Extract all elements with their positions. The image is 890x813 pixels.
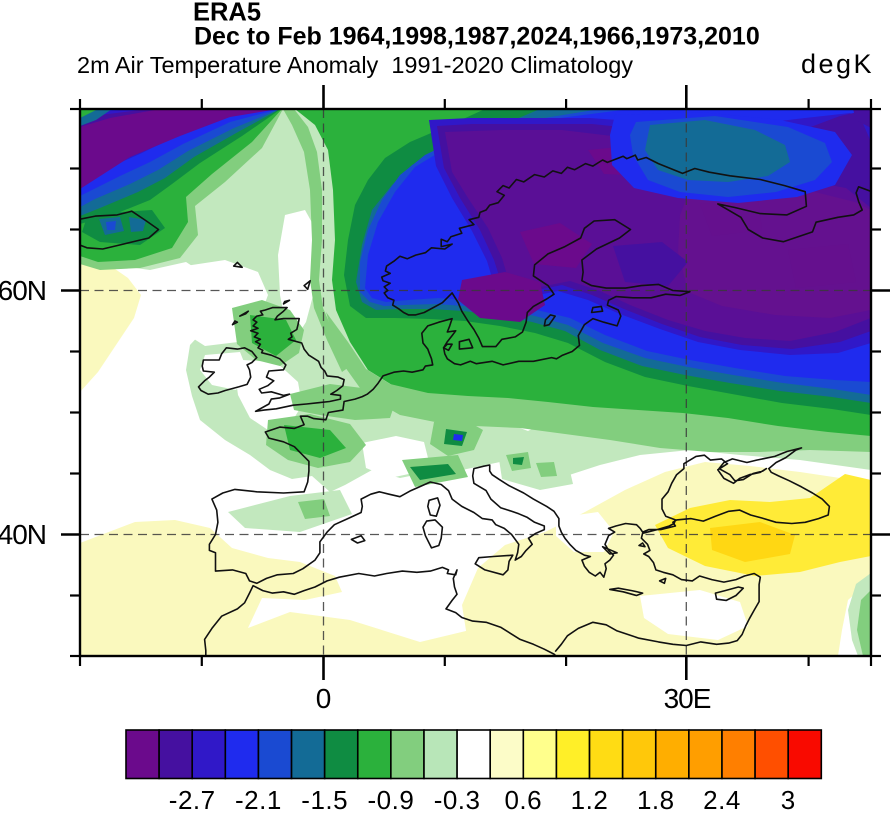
svg-text:2m Air Temperature Anomaly 19: 2m Air Temperature Anomaly 1991-2020 Cli… xyxy=(77,52,633,78)
svg-text:-2.1: -2.1 xyxy=(235,785,282,813)
svg-text:-1.5: -1.5 xyxy=(301,785,348,813)
svg-text:3: 3 xyxy=(781,785,796,813)
svg-text:2.4: 2.4 xyxy=(703,785,741,813)
svg-text:degK: degK xyxy=(801,49,874,79)
svg-text:60N: 60N xyxy=(0,275,46,306)
svg-text:Dec to Feb 1964,1998,1987,2024: Dec to Feb 1964,1998,1987,2024,1966,1973… xyxy=(194,23,760,51)
svg-text:-0.3: -0.3 xyxy=(434,785,481,813)
svg-text:0.6: 0.6 xyxy=(504,785,542,813)
svg-text:-2.7: -2.7 xyxy=(169,785,216,813)
svg-text:40N: 40N xyxy=(0,519,46,550)
svg-text:0: 0 xyxy=(316,683,332,714)
svg-text:ERA5: ERA5 xyxy=(193,0,261,27)
svg-text:30E: 30E xyxy=(664,683,711,714)
svg-text:-0.9: -0.9 xyxy=(367,785,414,813)
svg-text:1.8: 1.8 xyxy=(637,785,675,813)
svg-text:1.2: 1.2 xyxy=(571,785,609,813)
